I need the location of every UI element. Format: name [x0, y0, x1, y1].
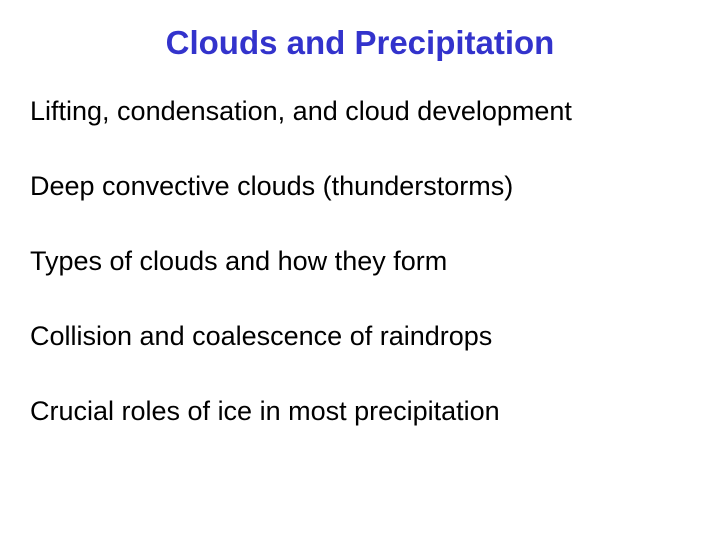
slide-title: Clouds and Precipitation: [30, 24, 690, 62]
list-item: Crucial roles of ice in most precipitati…: [30, 394, 690, 429]
list-item: Types of clouds and how they form: [30, 244, 690, 279]
list-item: Deep convective clouds (thunderstorms): [30, 169, 690, 204]
list-item: Collision and coalescence of raindrops: [30, 319, 690, 354]
list-item: Lifting, condensation, and cloud develop…: [30, 94, 690, 129]
